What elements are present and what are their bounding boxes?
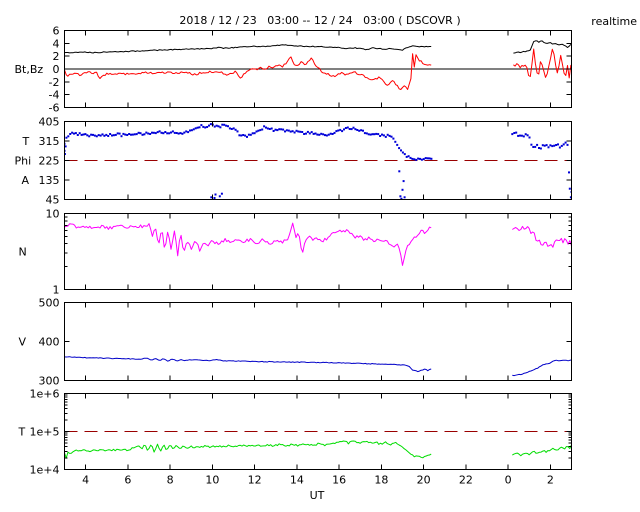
y-tick-label: 500	[39, 297, 60, 310]
y-tick-label: 135	[39, 174, 60, 187]
data-series	[64, 40, 572, 459]
x-axis-title: UT	[309, 489, 325, 502]
x-tick-label: 6	[124, 474, 131, 487]
panel-label: T	[22, 135, 30, 148]
y-tick-label: 1e+5	[30, 426, 60, 439]
x-tick-label: 0	[505, 474, 512, 487]
x-tick-label: 18	[374, 474, 388, 487]
y-tick-label: 315	[39, 135, 60, 148]
y-tick-label: 405	[39, 116, 60, 129]
panel-label: N	[19, 246, 27, 259]
y-tick-label: 10	[46, 208, 60, 221]
x-tick-label: 12	[248, 474, 262, 487]
panel-label: Bt,Bz	[15, 63, 44, 76]
y-tick-label: 400	[39, 336, 60, 349]
panel-label: V	[19, 336, 27, 349]
panel-t: 1e+6 1e+5 1e+4 T	[18, 388, 572, 477]
x-tick-label: 8	[167, 474, 174, 487]
y-tick-label: 1	[53, 284, 60, 297]
y-tick-label: -2	[49, 76, 60, 89]
y-tick-label: 1e+4	[30, 464, 60, 477]
series-N_density	[64, 222, 572, 266]
y-tick-label: 1e+6	[30, 388, 60, 401]
panel-n: 10 1 N	[19, 208, 572, 297]
y-tick-label: 225	[39, 155, 60, 168]
y-tick-label: 6	[53, 25, 60, 38]
x-tick-label: 22	[459, 474, 473, 487]
panel-v: 500 400 300 V	[19, 297, 572, 388]
y-tick-label: -6	[49, 102, 60, 115]
x-tick-label: 4	[82, 474, 89, 487]
x-tick-label: 14	[290, 474, 304, 487]
axes: 6420-2-4-6Bt,Bz40531522513545TPhiA101N50…	[15, 25, 572, 487]
y-tick-label: 2	[53, 50, 60, 63]
x-tick-label: 2	[547, 474, 554, 487]
series-V_speed	[64, 356, 572, 377]
series-T_temperature	[64, 440, 572, 459]
panel-label: T	[18, 426, 26, 439]
x-tick-label: 10	[205, 474, 219, 487]
x-tick-label: 20	[417, 474, 431, 487]
plot-title: 2018 / 12 / 23 03:00 -- 12 / 24 03:00 ( …	[179, 14, 461, 27]
series-Bz	[64, 48, 572, 90]
series-Bt	[64, 40, 572, 54]
x-tick-label: 16	[332, 474, 346, 487]
y-tick-label: 4	[53, 37, 60, 50]
panel-frame	[64, 302, 572, 381]
reference-lines	[64, 68, 572, 432]
series-Phi_angle	[64, 123, 572, 200]
panel-label: Phi	[15, 155, 32, 168]
panel-phi: 405 315 225 135 45 T Phi A	[15, 116, 572, 207]
y-tick-label: -4	[49, 89, 60, 102]
realtime-label: realtime	[591, 15, 637, 28]
y-tick-label: 0	[53, 63, 60, 76]
y-tick-label: 300	[39, 375, 60, 388]
panel-label: A	[22, 174, 30, 187]
y-tick-label: 45	[46, 194, 60, 207]
panel-frame	[64, 213, 572, 290]
